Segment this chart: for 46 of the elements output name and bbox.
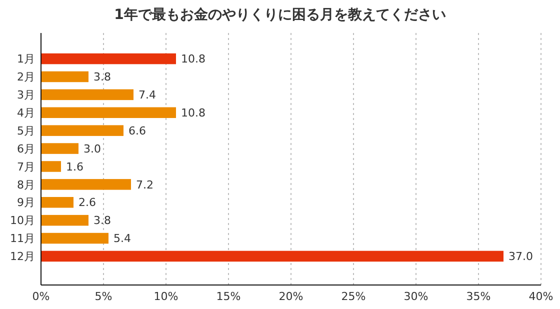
bar <box>41 107 176 118</box>
bar <box>41 53 176 64</box>
bar <box>41 250 504 262</box>
y-tick-label: 4月 <box>17 106 35 120</box>
y-tick-label: 6月 <box>17 142 35 156</box>
x-tick-label: 40% <box>528 290 554 303</box>
data-label: 3.0 <box>84 142 101 156</box>
data-label: 3.8 <box>94 70 111 84</box>
data-label: 6.6 <box>128 124 146 138</box>
x-tick-label: 5% <box>94 290 112 303</box>
bar <box>41 143 78 154</box>
y-tick-label: 11月 <box>10 232 35 246</box>
y-tick-label: 12月 <box>10 250 35 264</box>
x-tick-label: 30% <box>404 290 428 303</box>
bar <box>41 179 131 190</box>
chart-title: 1年で最もお金のやりくりに困る月を教えてください <box>114 7 446 23</box>
x-tick-label: 15% <box>216 290 241 303</box>
x-tick-label: 10% <box>154 290 178 303</box>
bar <box>41 71 88 82</box>
data-label: 37.0 <box>508 250 533 264</box>
y-tick-label: 2月 <box>17 70 35 84</box>
y-tick-label: 7月 <box>17 160 35 174</box>
y-tick-label: 10月 <box>10 214 35 228</box>
data-label: 7.4 <box>138 88 156 102</box>
data-label: 2.6 <box>78 196 96 210</box>
y-tick-label: 8月 <box>17 178 35 192</box>
y-tick-label: 1月 <box>17 52 35 66</box>
bar <box>41 232 108 244</box>
data-label: 3.8 <box>94 214 111 228</box>
data-label: 10.8 <box>181 106 206 120</box>
y-tick-label: 9月 <box>17 196 35 210</box>
x-tick-label: 25% <box>341 290 366 303</box>
bar <box>41 89 134 100</box>
y-tick-label: 3月 <box>17 88 35 102</box>
data-label: 7.2 <box>136 178 154 192</box>
data-label: 5.4 <box>114 232 131 246</box>
bar <box>41 161 61 172</box>
x-tick-label: 20% <box>278 290 304 303</box>
x-tick-label: 35% <box>466 290 491 303</box>
bar <box>41 214 88 226</box>
bar <box>41 196 74 208</box>
x-tick-label: 0% <box>32 290 50 303</box>
data-label: 1.6 <box>66 160 84 174</box>
y-tick-label: 5月 <box>17 124 35 138</box>
data-label: 10.8 <box>181 52 206 66</box>
bar <box>41 125 124 136</box>
